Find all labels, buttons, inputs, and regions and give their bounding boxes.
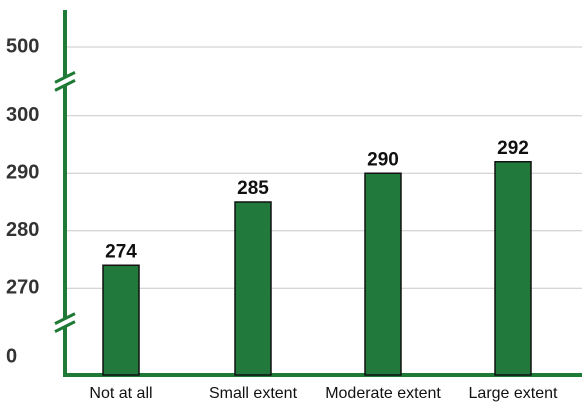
axis-break-gap	[60, 77, 70, 86]
axis-break-mark	[54, 320, 76, 333]
axis-break-mark	[54, 71, 76, 84]
y-tick-label: 0	[6, 345, 17, 367]
x-tick-label: Large extent	[469, 385, 559, 402]
y-tick-label: 500	[6, 35, 39, 57]
y-tick-label: 270	[6, 277, 39, 299]
y-tick-label: 280	[6, 219, 39, 241]
axis-break-mark	[54, 312, 76, 325]
y-tick-label: 290	[6, 162, 39, 184]
bar	[494, 161, 532, 376]
value-label: 292	[497, 138, 529, 159]
bar	[364, 172, 402, 376]
value-label: 285	[237, 178, 269, 199]
axis-break-gap	[60, 318, 70, 327]
axis-break-mark	[54, 79, 76, 92]
bar	[234, 201, 272, 376]
x-tick-label: Not at all	[89, 385, 152, 402]
x-tick-label: Moderate extent	[325, 385, 441, 402]
value-label: 274	[105, 241, 137, 262]
y-tick-label: 300	[6, 104, 39, 126]
bar	[102, 264, 140, 376]
value-label: 290	[367, 149, 399, 170]
x-tick-label: Small extent	[209, 385, 298, 402]
